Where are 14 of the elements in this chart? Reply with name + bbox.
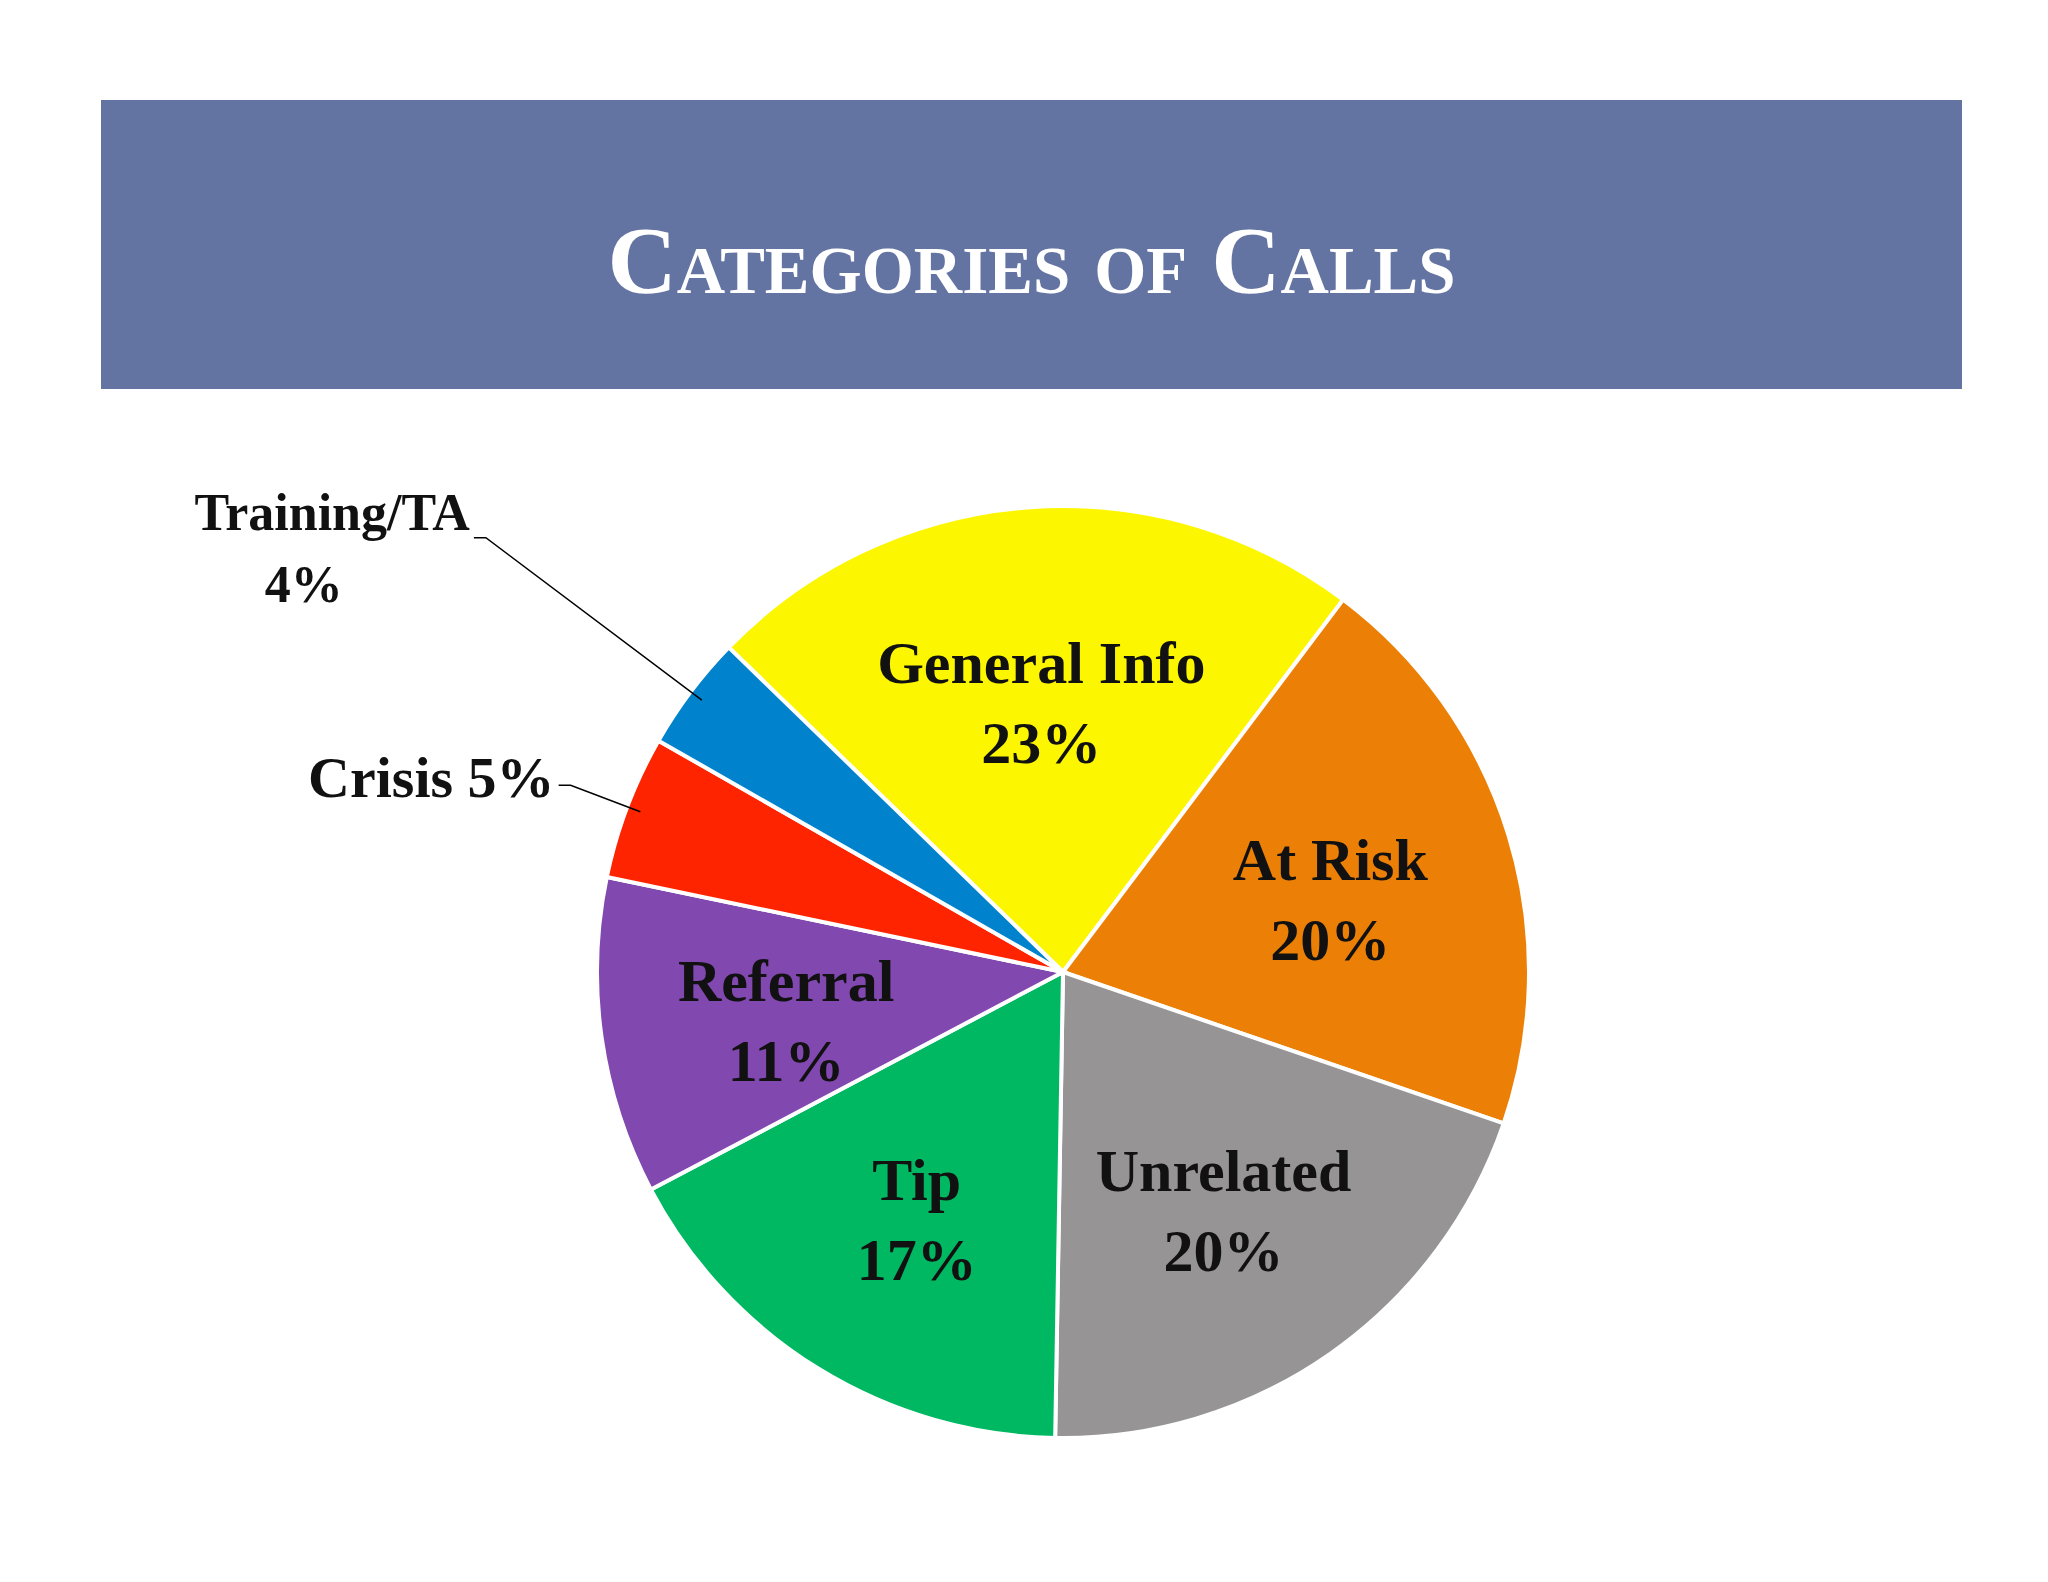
- slice-label: Training/TA: [194, 483, 471, 541]
- data-label: 11%: [727, 1028, 845, 1095]
- slice-label: Tip: [872, 1147, 962, 1214]
- slice-label: Crisis 5%: [308, 745, 555, 811]
- slice-label: Referral: [677, 948, 895, 1015]
- data-label: 4%: [264, 555, 343, 613]
- slice-label: General Info: [877, 630, 1206, 697]
- data-label: 20%: [1270, 907, 1391, 974]
- slice-label: At Risk: [1232, 827, 1429, 894]
- slice-label: Unrelated: [1095, 1137, 1352, 1204]
- chart-title: Categories of Calls: [607, 207, 1456, 314]
- data-label: 23%: [981, 710, 1102, 777]
- data-label: 17%: [856, 1227, 977, 1294]
- data-label: 20%: [1163, 1217, 1284, 1284]
